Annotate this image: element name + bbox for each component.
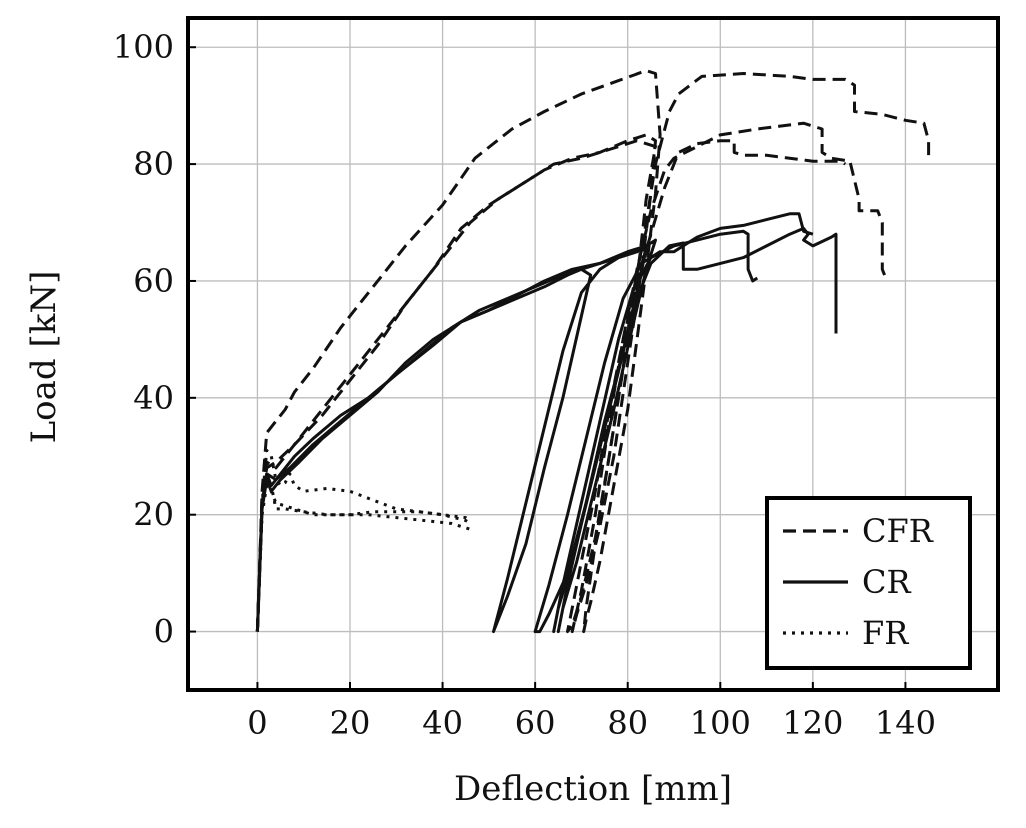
series-layer	[255, 69, 931, 634]
series-line-fr-9	[255, 484, 471, 632]
y-tick-label: 0	[154, 613, 174, 651]
y-tick-label: 20	[133, 496, 174, 534]
x-tick-label: 40	[422, 704, 463, 742]
y-tick-label: 40	[133, 379, 174, 417]
series-line-cr-6	[255, 212, 814, 634]
x-tick-label: 140	[875, 704, 936, 742]
y-axis-label: Load [kN]	[24, 271, 64, 444]
plot-frame	[186, 16, 1000, 692]
x-ticks: 0 20 40 60 80 100 120 140	[247, 682, 936, 742]
x-tick-label: 20	[330, 704, 371, 742]
x-tick-label: 100	[690, 704, 751, 742]
series-line-cr-5	[255, 226, 838, 634]
legend-label-cr: CR	[862, 563, 911, 601]
series-line-cfr-3	[255, 139, 847, 634]
y-tick-label: 60	[133, 262, 174, 300]
y-tick-label: 80	[133, 145, 174, 183]
series-line-fr-8	[255, 466, 472, 632]
x-tick-label: 80	[607, 704, 648, 742]
x-tick-label: 0	[247, 704, 267, 742]
x-tick-label: 60	[515, 704, 556, 742]
x-axis-label: Deflection [mm]	[454, 769, 732, 809]
y-tick-label: 100	[113, 28, 174, 66]
legend-label-cfr: CFR	[862, 512, 934, 550]
y-ticks: 0 20 40 60 80 100	[113, 28, 196, 651]
series-line-fr-7	[255, 448, 472, 632]
legend-label-fr: FR	[862, 614, 909, 652]
series-line-cfr-1	[255, 69, 931, 634]
x-tick-label: 120	[782, 704, 843, 742]
legend: CFR CR FR	[765, 496, 972, 670]
